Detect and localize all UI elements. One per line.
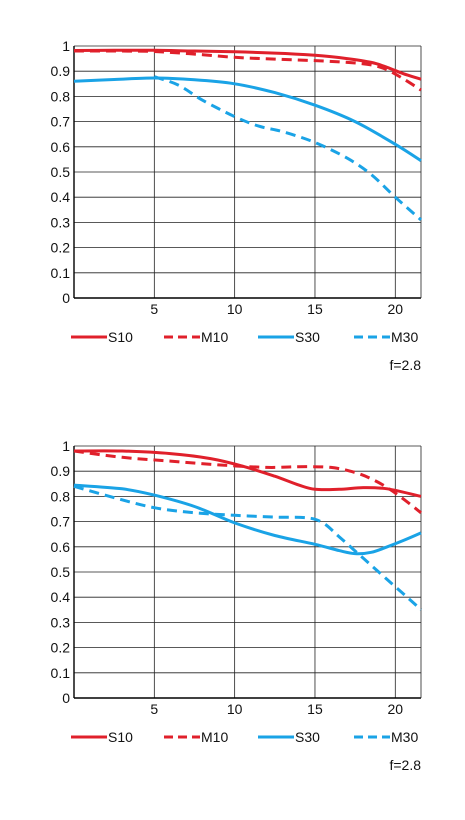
chart-2-series-s30 [73,483,422,556]
chart-2-ytick-label: 0.4 [51,589,71,605]
chart-2-legend-label-m10: M10 [201,729,228,745]
chart-1-ytick-label: 0.6 [51,139,71,155]
chart-1-ytick-label: 0.7 [51,114,71,130]
chart-1-legend-label-s10: S10 [108,329,133,345]
chart-1-ytick-label: 0.4 [51,189,71,205]
chart-1-ytick-label: 1 [62,38,70,54]
chart-2-series-m30 [73,484,423,611]
chart-1-ytick-label: 0.8 [51,88,71,104]
chart-2-aperture-note: f=2.8 [389,757,421,773]
chart-2-xtick-label: 15 [307,701,323,717]
chart-1-xtick-label: 15 [307,301,323,317]
chart-1-ytick-label: 0.9 [51,63,71,79]
chart-1-series-m10 [74,49,422,92]
chart-1-ytick-label: 0 [62,290,70,306]
chart-2-legend-label-m30: M30 [391,729,418,745]
chart-2-xtick-label: 5 [150,701,158,717]
chart-2-ytick-label: 0.9 [51,463,71,479]
chart-2-ytick-label: 0.8 [51,488,71,504]
chart-1-xtick-label: 5 [150,301,158,317]
chart-2-ytick-label: 0.7 [51,514,71,530]
chart-2-xtick-label: 20 [388,701,404,717]
chart-1-xtick-label: 20 [388,301,404,317]
chart-1-aperture-note: f=2.8 [389,357,421,373]
chart-2-legend-label-s30: S30 [295,729,320,745]
chart-1-legend-label-m10: M10 [201,329,228,345]
chart-1-series-s10 [73,48,422,81]
chart-1-ytick-label: 0.2 [51,240,71,256]
chart-1-series-s30 [73,76,422,162]
chart-2-xtick-label: 10 [227,701,243,717]
chart-1-ytick-label: 0.5 [51,164,71,180]
chart-1-legend-label-m30: M30 [391,329,418,345]
chart-1-grid [74,45,421,298]
chart-1-series-m30 [153,75,422,222]
chart-2-ytick-label: 0 [62,690,70,706]
chart-2-ytick-label: 0.5 [51,564,71,580]
chart-1-ytick-label: 0.1 [51,265,71,281]
chart-2-grid [74,445,421,698]
chart-2-series-s10 [73,449,422,498]
chart-2-ytick-label: 0.3 [51,614,71,630]
chart-2-ytick-label: 0.6 [51,539,71,555]
chart-2-legend-label-s10: S10 [108,729,133,745]
chart-2-ytick-label: 0.2 [51,640,71,656]
chart-1-legend-label-s30: S30 [295,329,320,345]
chart-1-xtick-label: 10 [227,301,243,317]
chart-2-series-m10 [73,449,422,514]
chart-2-ytick-label: 0.1 [51,665,71,681]
chart-1-ytick-label: 0.3 [51,214,71,230]
chart-2-ytick-label: 1 [62,438,70,454]
